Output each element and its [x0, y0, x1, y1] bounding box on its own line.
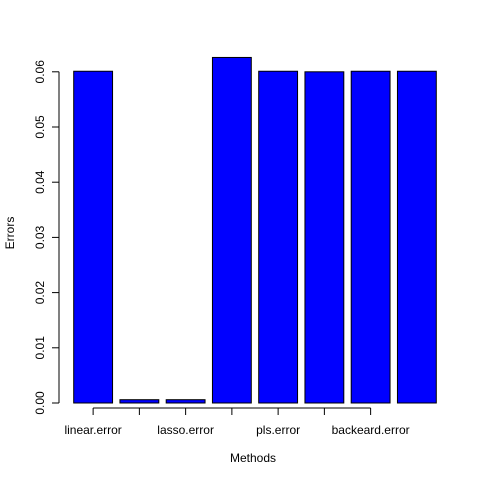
y-tick-label: 0.06	[33, 60, 47, 84]
y-tick-label: 0.01	[33, 336, 47, 360]
bar-8	[396, 70, 437, 404]
bar-2	[119, 399, 160, 404]
bar-7	[350, 70, 391, 404]
y-axis: 0.00 0.01 0.02 0.03 0.04 0.05 0.06	[33, 60, 60, 415]
y-tick-label: 0.00	[33, 391, 47, 415]
y-tick-label: 0.04	[33, 170, 47, 194]
x-tick-label: linear.error	[64, 423, 121, 437]
y-tick-label: 0.02	[33, 281, 47, 305]
y-axis-title: Errors	[3, 217, 17, 250]
bar-4	[211, 56, 252, 404]
y-tick-label: 0.05	[33, 115, 47, 139]
y-tick-label: 0.03	[33, 225, 47, 249]
x-tick-label: backeard.error	[332, 423, 410, 437]
x-tick-label: lasso.error	[157, 423, 214, 437]
x-axis-title: Methods	[230, 451, 276, 465]
bar-3	[165, 399, 206, 404]
bar-1	[73, 70, 114, 404]
bar-6	[304, 71, 345, 404]
bars-layer	[73, 56, 437, 404]
x-axis: linear.error lasso.error pls.error backeard…	[64, 407, 410, 437]
bar-5	[258, 70, 299, 404]
x-tick-label: pls.error	[256, 423, 300, 437]
